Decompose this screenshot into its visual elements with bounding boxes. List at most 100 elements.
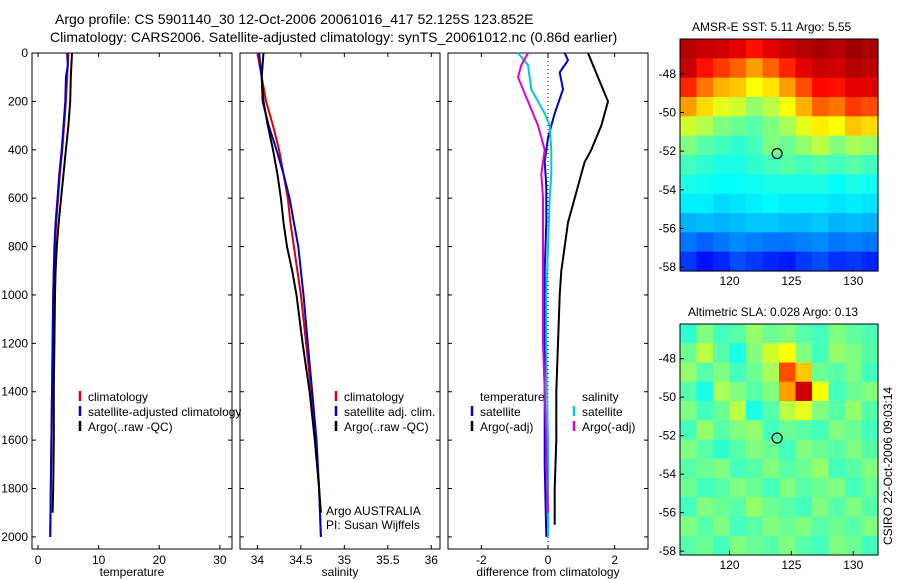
sla_map-cell <box>828 324 846 344</box>
sla-map-title: Altimetric SLA: 0.028 Argo: 0.13 <box>688 305 859 319</box>
salinity-panel: 34 34.5 35 35.5 36 salinity climatologysatelli… <box>239 52 441 579</box>
sla_map-cell <box>746 478 764 498</box>
sla_map-axes-frame <box>679 323 879 556</box>
sst_map-cell <box>713 58 731 79</box>
sla_map-cell <box>680 401 698 421</box>
sla_map-cell <box>779 362 797 383</box>
sla_map-cell <box>696 516 714 537</box>
difference-series-line <box>553 52 610 525</box>
sla_map-cell <box>746 497 764 518</box>
sst_map-cell <box>861 232 879 253</box>
sst_map-cell <box>845 232 863 253</box>
temperature-axes-frame <box>31 52 233 550</box>
sst_map-cell <box>795 39 813 59</box>
sst_map-cell <box>812 193 830 214</box>
sst_map-cell <box>845 213 863 233</box>
sla_map-cell <box>861 535 879 556</box>
sst_map-cell <box>762 232 780 253</box>
salinity-x-tick-label: 34.5 <box>289 553 313 567</box>
sla_map-cell <box>861 497 879 518</box>
sst_map-cell <box>746 193 764 214</box>
sst_map-cell <box>812 58 830 79</box>
sst_map-cell <box>762 39 780 59</box>
sla_map-panel: -48 -50 -52 -54 -56 -58 120 125 130 <box>659 323 879 572</box>
sla_map-cell <box>680 497 698 518</box>
sla_map-cell <box>762 535 780 556</box>
sst_map-cell <box>680 232 698 253</box>
sst_map-cell <box>845 77 863 98</box>
sla_map-cell <box>845 458 863 479</box>
sla_map-cell <box>762 324 780 344</box>
sla_map-cell <box>828 478 846 498</box>
sla_map-cell <box>795 516 813 537</box>
sst_map-cell <box>779 174 797 195</box>
sla_map-cell <box>680 535 698 556</box>
sla_map-cell <box>713 343 731 364</box>
sst_map-cell <box>828 193 846 214</box>
sla_map-cell <box>779 535 797 556</box>
sst_map-cell <box>746 174 764 195</box>
sst_map-cell <box>779 97 797 117</box>
sst_map-y-tick-label: -56 <box>659 221 677 235</box>
sst_map-cell <box>746 135 764 156</box>
sst_map-cell <box>795 97 813 117</box>
sst_map-cell <box>779 155 797 175</box>
salinity-x-tick-label: 34 <box>251 553 265 567</box>
sst_map-cell <box>861 251 879 272</box>
sla_map-cell <box>812 516 830 537</box>
sst_map-cell <box>795 135 813 156</box>
sla_map-cell <box>713 535 731 556</box>
sla_map-cell <box>795 478 813 498</box>
sla_map-cell <box>779 478 797 498</box>
sst_map-cell <box>729 58 747 79</box>
sst_map-cell <box>762 58 780 79</box>
sst_map-cell <box>861 193 879 214</box>
sla_map-cell <box>746 458 764 479</box>
sla_map-cell <box>845 362 863 383</box>
sla_map-cell <box>812 478 830 498</box>
sst_map-cell <box>845 135 863 156</box>
sst_map-cell <box>680 116 698 137</box>
sla_map-cell <box>812 362 830 383</box>
sst_map-x-tick-label: 130 <box>843 274 863 288</box>
sst_map-cell <box>713 116 731 137</box>
sst_map-cell <box>762 77 780 98</box>
sst_map-cell <box>713 232 731 253</box>
sla_map-cell <box>795 535 813 556</box>
sst_map-cell <box>779 39 797 59</box>
temperature-legend-label: climatology <box>88 390 148 404</box>
sla_map-cell <box>779 401 797 421</box>
sst_map-cell <box>762 116 780 137</box>
sst_map-cell <box>779 135 797 156</box>
sst_map-cell <box>828 155 846 175</box>
sla_map-cell <box>812 497 830 518</box>
temperature-x-axis-label: temperature <box>100 565 165 579</box>
sla_map-cell <box>729 362 747 383</box>
sst_map-cell <box>762 155 780 175</box>
sla_map-cell <box>828 420 846 441</box>
sla_map-cell <box>828 362 846 383</box>
sla_map-cell <box>729 439 747 460</box>
sla_map-cell <box>812 401 830 421</box>
sst_map-cell <box>746 39 764 59</box>
sla_map-cell <box>845 343 863 364</box>
sla_map-y-tick-label: -50 <box>659 390 677 404</box>
sst_map-cell <box>762 213 780 233</box>
sla_map-cell <box>812 458 830 479</box>
sla_map-cell <box>762 516 780 537</box>
sst_map-cell <box>845 116 863 137</box>
sst_map-cell <box>828 116 846 137</box>
sst_map-cell <box>729 251 747 272</box>
sst_map-cell <box>696 135 714 156</box>
temperature-y-tick-label: 400 <box>8 143 28 157</box>
sla_map-cell <box>746 535 764 556</box>
temperature-y-tick-label: 800 <box>8 240 28 254</box>
sst_map-cell <box>696 77 714 98</box>
sla_map-cell <box>696 381 714 402</box>
sla_map-cell <box>696 535 714 556</box>
sst_map-cell <box>729 77 747 98</box>
sla_map-cell <box>812 439 830 460</box>
sst_map-cell <box>812 251 830 272</box>
sst_map-cell <box>828 232 846 253</box>
